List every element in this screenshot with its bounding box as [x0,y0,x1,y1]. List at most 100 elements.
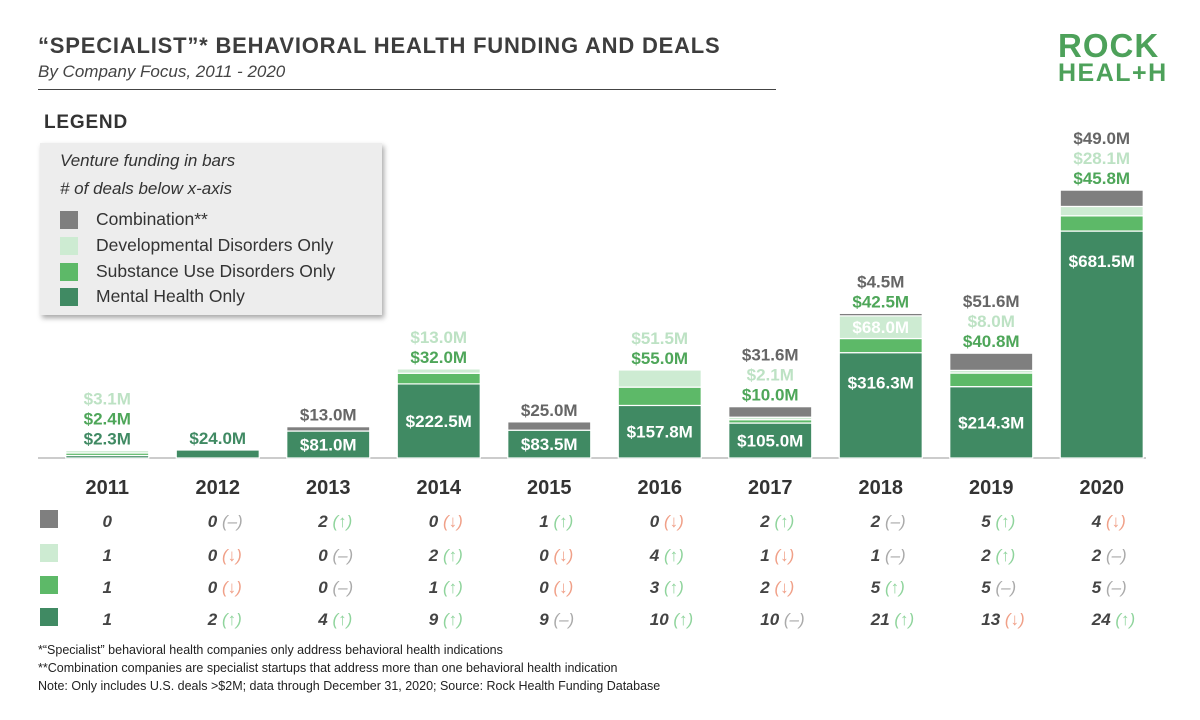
deal-count-substance-use-disorders-only-2014: 1 (↑) [429,578,463,597]
legend-swatch-developmental [60,237,78,255]
bar-combination-2018 [838,312,923,317]
deal-count-combination-2019: 5 (↑) [981,512,1015,531]
data-label-developmental-disorders-only-2016: $51.5M [631,329,688,348]
legend-box: Venture funding in bars # of deals below… [40,143,382,315]
deal-count-mental-health-only-2016: 10 (↑) [650,610,693,629]
bar-combination-2017 [728,406,813,418]
deal-count-combination-2017: 2 (↑) [759,512,794,531]
logo-line-2: HEAL+H [1058,59,1168,87]
x-tick-label-2018: 2018 [859,477,904,499]
deal-count-combination-2015: 1 (↑) [539,512,573,531]
deals-row-swatch-combination [40,510,58,528]
legend-label-mental-health: Mental Health Only [96,286,245,306]
bar-substance-use-disorders-only-2019 [949,372,1034,388]
deal-count-substance-use-disorders-only-2018: 5 (↑) [871,578,905,597]
legend-label-combination: Combination** [96,209,208,229]
data-label-substance-use-disorders-only-2018: $42.5M [852,292,909,311]
legend-swatch-combination [60,211,78,229]
legend-note-funding: Venture funding in bars [60,151,236,170]
data-label-mental-health-only-2011: $2.3M [84,430,131,449]
deal-count-developmental-disorders-only-2018: 1 (–) [871,546,906,565]
legend-label-developmental: Developmental Disorders Only [96,235,334,255]
deal-count-substance-use-disorders-only-2017: 2 (↓) [759,578,794,597]
x-tick-label-2016: 2016 [638,477,683,499]
x-tick-label-2012: 2012 [196,477,241,499]
deal-count-combination-2018: 2 (–) [870,512,906,531]
bar-mental-health-only-2019 [949,386,1034,459]
data-label-mental-health-only-2015: $83.5M [521,435,578,454]
data-label-mental-health-only-2020: $681.5M [1069,252,1135,271]
x-tick-label-2017: 2017 [748,477,793,499]
x-tick-label-2014: 2014 [417,477,462,499]
deal-count-mental-health-only-2020: 24 (↑) [1091,610,1135,629]
deal-count-developmental-disorders-only-2012: 0 (↓) [208,546,242,565]
footnote-combination: **Combination companies are specialist s… [38,661,618,675]
legend-heading: LEGEND [44,112,128,133]
bar-developmental-disorders-only-2020 [1059,205,1144,217]
deal-count-mental-health-only-2014: 9 (↑) [429,610,463,629]
bar-substance-use-disorders-only-2014 [396,372,481,385]
bar-mental-health-only-2015 [507,429,592,459]
bar-mental-health-only-2016 [617,404,702,459]
legend-label-substance-use: Substance Use Disorders Only [96,261,336,281]
data-label-mental-health-only-2017: $105.0M [737,432,803,451]
deals-row-swatch-developmental-disorders-only [40,544,58,562]
data-label-developmental-disorders-only-2018: $68.0M [852,318,909,337]
chart-subtitle: By Company Focus, 2011 - 2020 [38,62,286,81]
data-label-substance-use-disorders-only-2019: $40.8M [963,332,1020,351]
chart-title: “SPECIALIST”* BEHAVIORAL HEALTH FUNDING … [38,33,721,58]
deal-count-developmental-disorders-only-2016: 4 (↑) [649,546,684,565]
deal-count-combination-2011: 0 [103,512,113,531]
deal-count-mental-health-only-2011: 1 [103,610,112,629]
data-label-substance-use-disorders-only-2017: $10.0M [742,386,799,405]
data-label-combination-2015: $25.0M [521,401,578,420]
deal-count-developmental-disorders-only-2020: 2 (–) [1091,546,1127,565]
deal-count-developmental-disorders-only-2014: 2 (↑) [428,546,463,565]
data-label-combination-2020: $49.0M [1073,129,1130,148]
deal-count-substance-use-disorders-only-2020: 5 (–) [1092,578,1127,597]
bar-mental-health-only-2013 [286,430,371,459]
x-tick-label-2020: 2020 [1080,477,1125,499]
deal-count-combination-2012: 0 (–) [208,512,243,531]
x-tick-label-2013: 2013 [306,477,351,499]
data-label-substance-use-disorders-only-2011: $2.4M [84,410,131,429]
deal-count-substance-use-disorders-only-2013: 0 (–) [318,578,353,597]
data-label-developmental-disorders-only-2019: $8.0M [968,312,1015,331]
bar-substance-use-disorders-only-2018 [838,337,923,354]
data-label-combination-2017: $31.6M [742,346,799,365]
legend-swatch-substance-use [60,263,78,281]
data-label-developmental-disorders-only-2014: $13.0M [410,328,467,347]
bar-mental-health-only-2018 [838,352,923,459]
data-label-combination-2019: $51.6M [963,292,1020,311]
footnote-specialist: *“Specialist” behavioral health companie… [38,643,503,657]
bar-combination-2015 [507,421,592,431]
deal-count-mental-health-only-2015: 9 (–) [539,610,574,629]
rock-health-logo: ROCK HEAL+H [1058,27,1168,87]
deal-count-combination-2020: 4 (↓) [1091,512,1126,531]
deal-count-combination-2014: 0 (↓) [429,512,463,531]
data-label-combination-2018: $4.5M [857,272,904,291]
bar-substance-use-disorders-only-2020 [1059,215,1144,232]
deal-count-combination-2013: 2 (↑) [317,512,352,531]
deal-count-substance-use-disorders-only-2016: 3 (↑) [650,578,684,597]
data-label-developmental-disorders-only-2020: $28.1M [1073,149,1130,168]
bar-mental-health-only-2012 [175,449,260,459]
stacked-bar-chart: $2.3M$2.4M$3.1M 2011 $24.0M 2012 $81.0M $13.0… [38,129,1146,629]
logo-line-1: ROCK [1058,27,1160,64]
bar-substance-use-disorders-only-2016 [617,386,702,407]
deal-count-mental-health-only-2018: 21 (↑) [870,610,914,629]
deals-row-swatch-mental-health-only [40,608,58,626]
deal-count-combination-2016: 0 (↓) [650,512,684,531]
bar-mental-health-only-2017 [728,422,813,459]
data-label-mental-health-only-2012: $24.0M [189,429,246,448]
x-tick-label-2015: 2015 [527,477,572,499]
footnote-source: Note: Only includes U.S. deals >$2M; dat… [38,679,661,693]
data-label-mental-health-only-2019: $214.3M [958,413,1024,432]
data-label-developmental-disorders-only-2017: $2.1M [747,366,794,385]
x-tick-label-2011: 2011 [86,477,129,499]
data-label-substance-use-disorders-only-2020: $45.8M [1073,169,1130,188]
deal-count-substance-use-disorders-only-2012: 0 (↓) [208,578,242,597]
data-label-combination-2013: $13.0M [300,406,357,425]
data-label-substance-use-disorders-only-2016: $55.0M [631,349,688,368]
deal-count-developmental-disorders-only-2015: 0 (↓) [539,546,573,565]
